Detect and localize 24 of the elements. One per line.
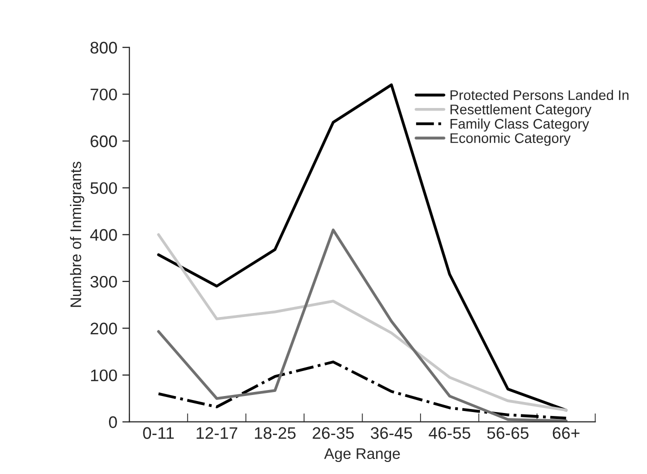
line-series: [157, 360, 568, 420]
x-axis-title: Age Range: [324, 448, 400, 462]
y-tick-label: 400: [90, 229, 117, 241]
x-tick-label: 36-45: [370, 427, 412, 439]
x-tick-label: 18-25: [254, 427, 296, 439]
x-tick-label: 56-65: [487, 427, 529, 439]
y-tick-label: 100: [91, 369, 117, 382]
legend-label: Economic Category: [450, 132, 571, 146]
y-tick-label: 500: [90, 182, 117, 194]
x-tick-label: 66+: [552, 427, 580, 439]
y-tick-label: 0: [108, 416, 117, 428]
y-tick-label: 700: [90, 88, 117, 100]
legend-label: Family Class Category: [450, 118, 590, 132]
x-tick-label: 26-35: [312, 427, 354, 439]
y-axis-title: Numbre of Inmigrants: [70, 162, 84, 307]
y-tick-label: 200: [90, 322, 117, 334]
y-tick-label: 600: [90, 135, 117, 148]
y-tick-label: 800: [90, 42, 117, 54]
x-tick-label: 0-11: [143, 427, 174, 439]
y-tick-label: 300: [90, 276, 117, 288]
legend-label: Protected Persons Landed In: [450, 90, 628, 100]
x-tick-label: 46-55: [428, 427, 470, 439]
legend-label: Resettlement Category: [450, 104, 592, 118]
x-tick-label: 12-17: [196, 427, 238, 439]
